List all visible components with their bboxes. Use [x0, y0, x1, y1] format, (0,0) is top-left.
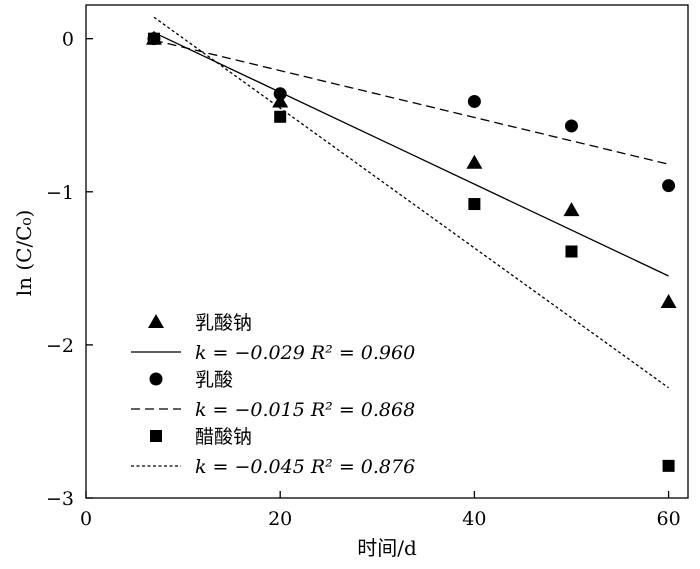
data-point — [564, 119, 578, 133]
y-tick-label: −2 — [46, 335, 74, 357]
data-point — [468, 198, 481, 211]
legend-marker — [149, 372, 163, 386]
y-axis-label: ln (C/C₀) — [12, 210, 36, 297]
x-axis-label: 时间/d — [357, 536, 417, 560]
data-point — [147, 32, 160, 45]
fit-line — [153, 16, 669, 389]
fit-line — [153, 39, 669, 165]
legend-fit-label: k = −0.015 R² = 0.868 — [195, 399, 415, 421]
x-tick-label: 60 — [656, 508, 680, 530]
data-point — [662, 459, 675, 472]
legend: 乳酸钠 k = −0.029 R² = 0.960 乳酸 k = −0.015 R² … — [131, 312, 415, 478]
data-point — [563, 202, 580, 217]
y-tick-label: 0 — [62, 29, 74, 51]
data-point — [466, 154, 483, 169]
fit-line — [153, 31, 669, 277]
data-point — [274, 110, 287, 123]
legend-marker — [148, 314, 164, 328]
plot-frame — [85, 4, 689, 499]
legend-series-name: 醋酸钠 — [195, 426, 252, 448]
data-point — [660, 294, 677, 309]
legend-series-name: 乳酸 — [195, 369, 233, 391]
x-tick-label: 40 — [462, 508, 486, 530]
data-point — [467, 94, 481, 108]
y-tick-label: −1 — [46, 182, 74, 204]
data-point — [273, 87, 287, 101]
legend-series-name: 乳酸钠 — [195, 312, 252, 334]
y-tick-label: −3 — [46, 488, 74, 510]
x-tick-label: 0 — [80, 508, 92, 530]
legend-fit-label: k = −0.045 R² = 0.876 — [195, 456, 415, 478]
data-point — [272, 93, 289, 108]
legend-marker — [150, 430, 162, 442]
x-tick-label: 20 — [268, 508, 292, 530]
legend-fit-label: k = −0.029 R² = 0.960 — [195, 342, 415, 364]
data-point — [565, 245, 578, 258]
data-point — [662, 179, 676, 193]
